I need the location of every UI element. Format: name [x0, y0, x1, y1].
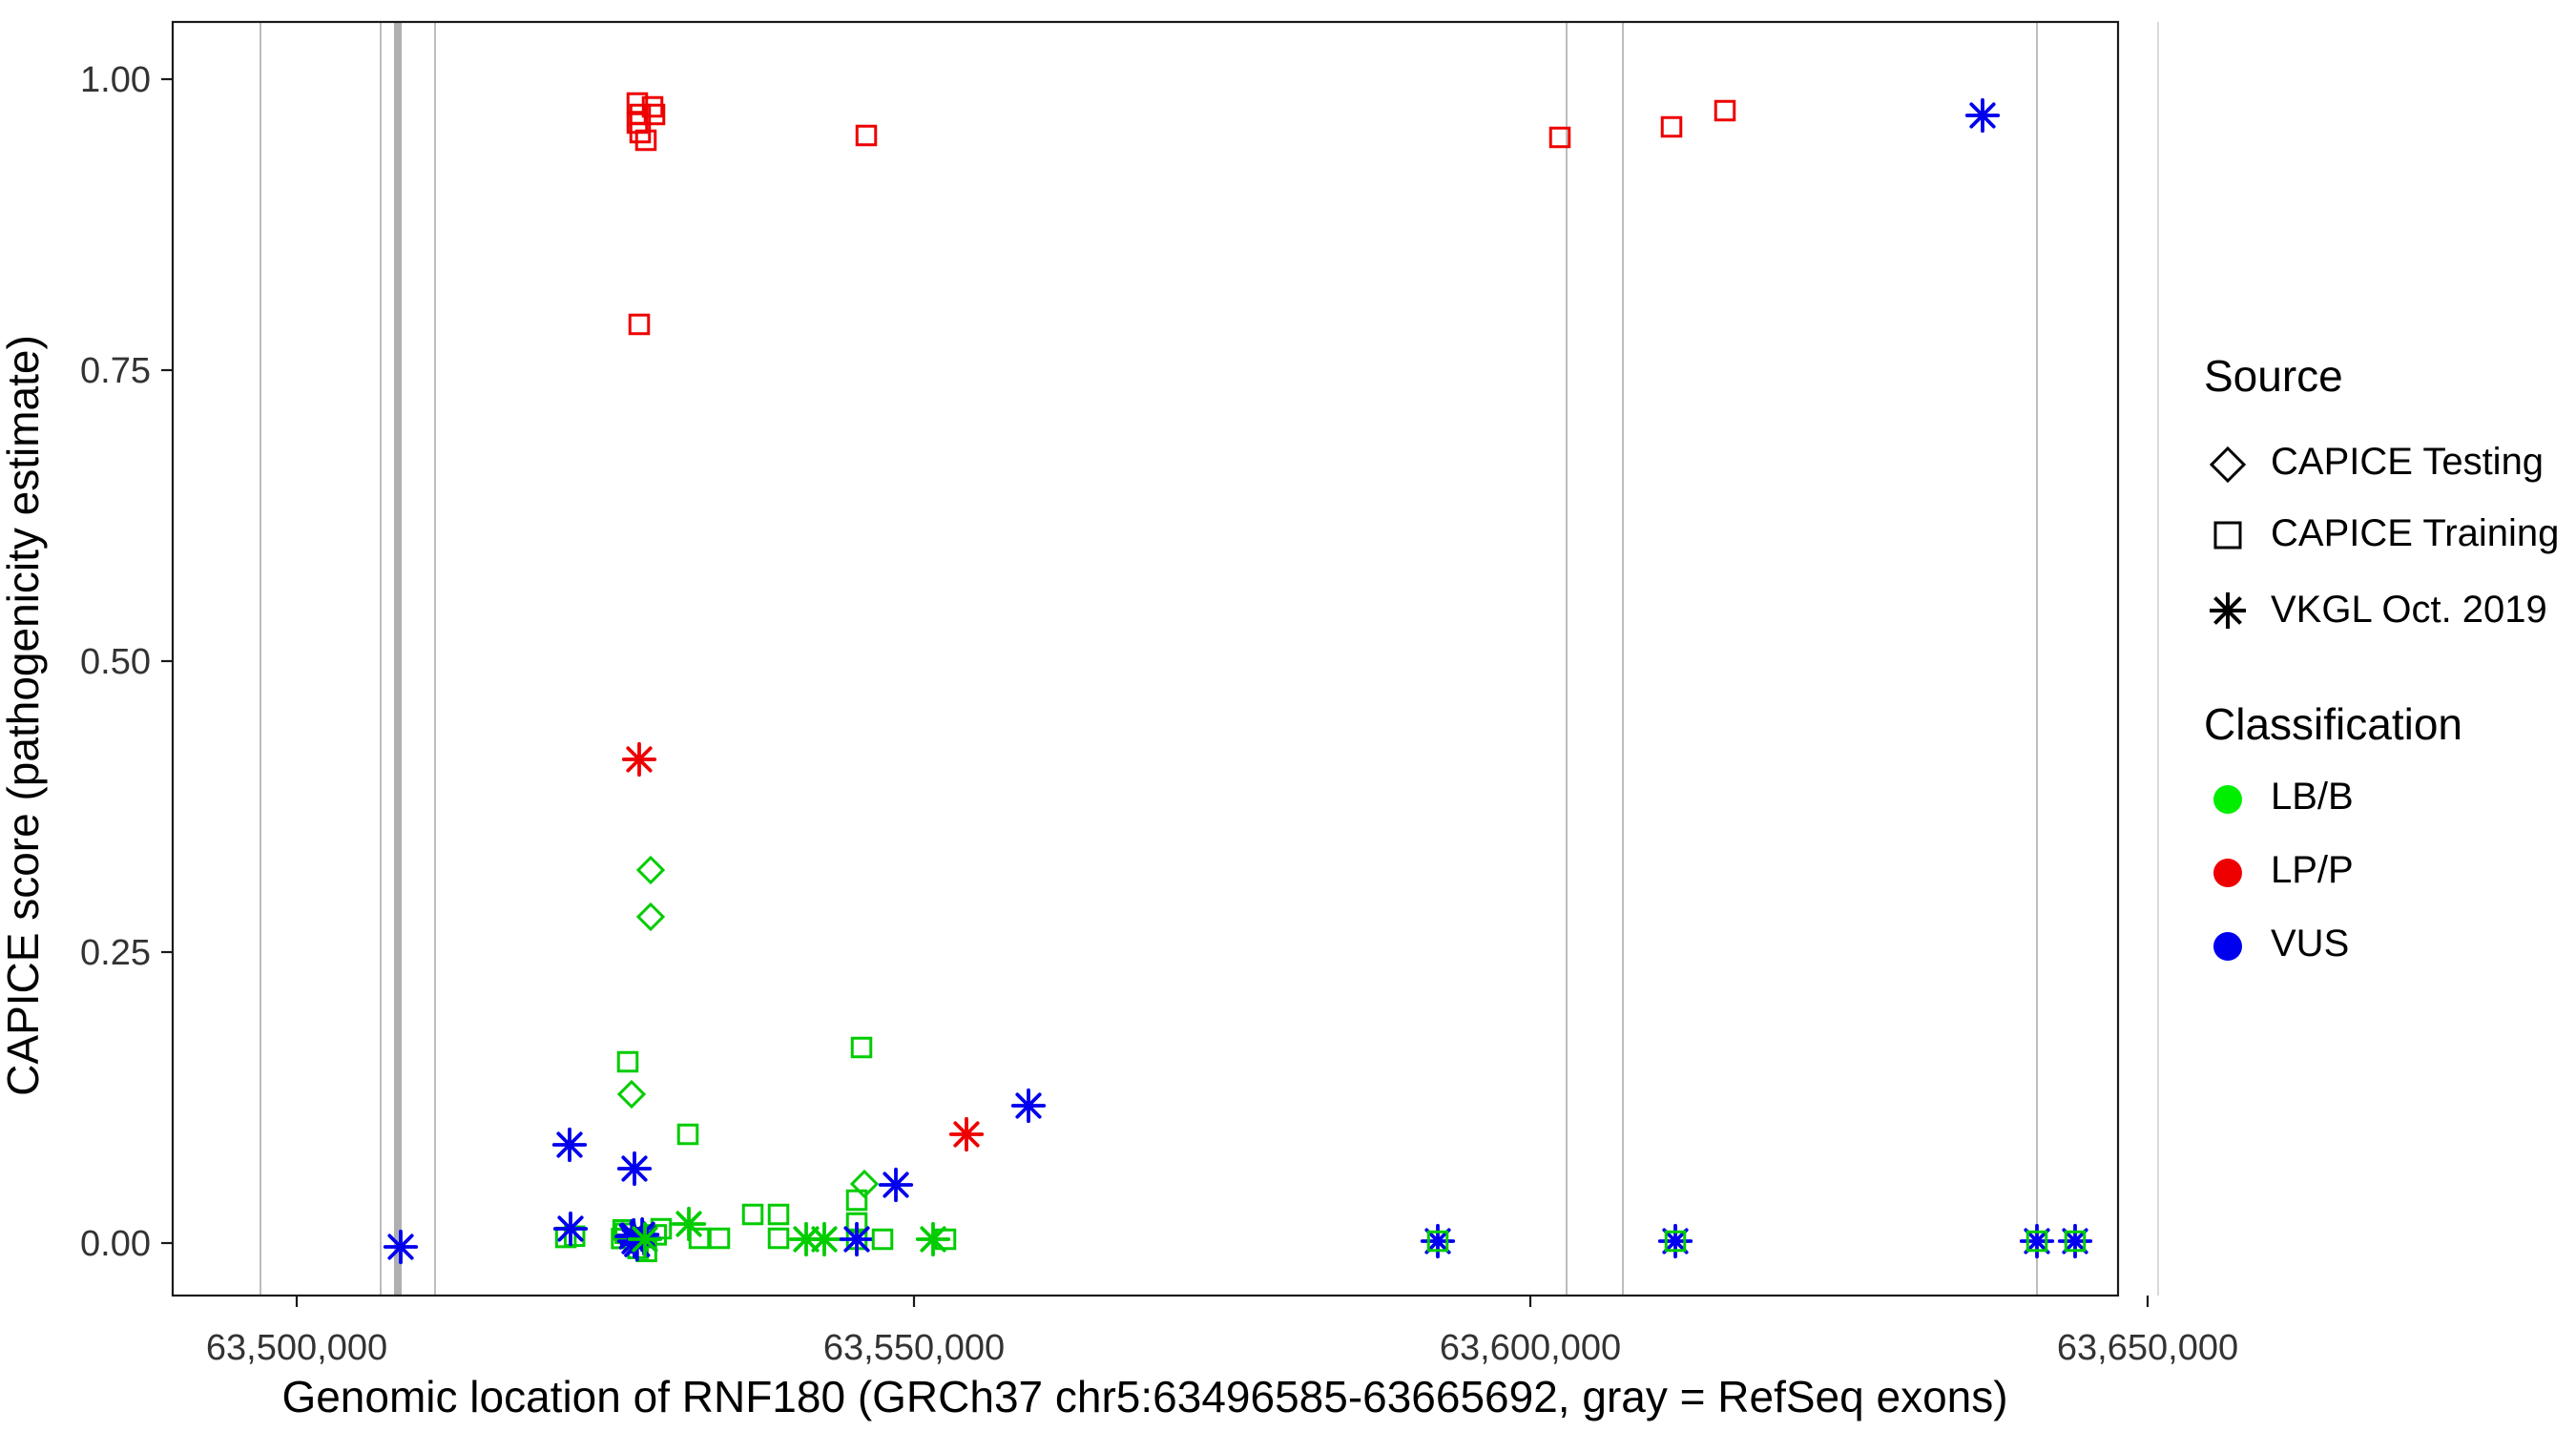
- svg-text:Source: Source: [2204, 351, 2343, 401]
- svg-text:0.25: 0.25: [80, 933, 151, 973]
- svg-text:0.75: 0.75: [80, 351, 151, 391]
- svg-text:VUS: VUS: [2271, 923, 2349, 964]
- svg-text:LP/P: LP/P: [2271, 849, 2354, 891]
- svg-text:LB/B: LB/B: [2271, 776, 2354, 818]
- svg-text:0.50: 0.50: [80, 642, 151, 682]
- svg-text:VKGL Oct. 2019: VKGL Oct. 2019: [2271, 589, 2547, 631]
- svg-text:0.00: 0.00: [80, 1224, 151, 1264]
- svg-text:63,600,000: 63,600,000: [1440, 1328, 1621, 1368]
- svg-text:63,550,000: 63,550,000: [823, 1328, 1005, 1368]
- svg-text:63,500,000: 63,500,000: [206, 1328, 387, 1368]
- svg-text:CAPICE Testing: CAPICE Testing: [2271, 441, 2544, 483]
- svg-text:1.00: 1.00: [80, 60, 151, 100]
- svg-text:63,650,000: 63,650,000: [2057, 1328, 2238, 1368]
- svg-text:Classification: Classification: [2204, 699, 2462, 749]
- svg-text:Genomic location of RNF180 (GR: Genomic location of RNF180 (GRCh37 chr5:…: [281, 1372, 2007, 1421]
- svg-text:CAPICE score (pathogenicity es: CAPICE score (pathogenicity estimate): [0, 335, 48, 1096]
- svg-text:CAPICE Training: CAPICE Training: [2271, 512, 2559, 554]
